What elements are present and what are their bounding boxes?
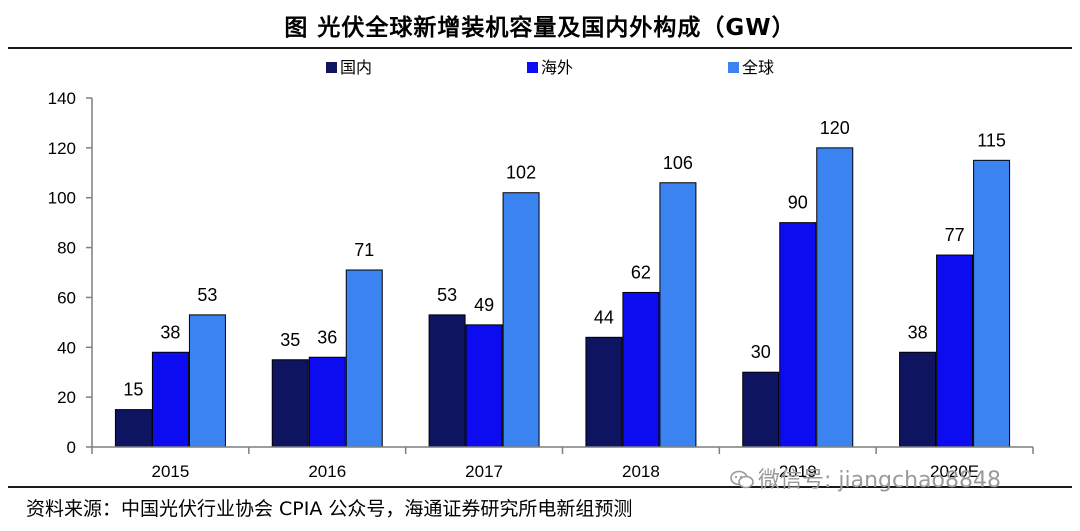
source-divider xyxy=(8,486,1072,488)
bar-2016-1 xyxy=(308,356,346,448)
y-tick-label: 140 xyxy=(48,89,76,108)
bar-2020E-1 xyxy=(936,254,974,448)
bar-2015-1 xyxy=(151,351,189,448)
x-tick-label-2018: 2018 xyxy=(622,462,660,481)
bar-2016-0 xyxy=(271,359,309,448)
data-label-2020E-1: 77 xyxy=(945,225,965,245)
chart-title: 图 光伏全球新增装机容量及国内外构成（GW） xyxy=(284,15,796,41)
bar-2017-2 xyxy=(502,192,540,448)
x-tick-label-2020E: 2020E xyxy=(930,462,979,481)
watermark-text: 微信号: jiangchao8848 xyxy=(758,468,1001,493)
data-label-2018-0: 44 xyxy=(594,307,614,327)
x-tick-label-2016: 2016 xyxy=(308,462,346,481)
legend-label-1: 海外 xyxy=(541,59,573,77)
legend-label-0: 国内 xyxy=(340,59,372,77)
legend-swatch-2 xyxy=(728,62,739,73)
data-label-2015-1: 38 xyxy=(160,322,180,342)
bar-2015-0 xyxy=(114,409,152,448)
y-axis: 0 20 40 60 80 100 120 140 xyxy=(48,89,93,457)
data-label-2016-1: 36 xyxy=(317,327,337,347)
data-label-2017-2: 102 xyxy=(506,163,536,183)
legend-swatch-0 xyxy=(326,62,337,73)
data-label-2016-0: 35 xyxy=(280,330,300,350)
data-label-2020E-2: 115 xyxy=(977,130,1006,150)
source-note: 资料来源：中国光伏行业协会 CPIA 公众号，海通证券研究所电新组预测 xyxy=(26,498,633,520)
data-label-2019-0: 30 xyxy=(751,342,771,362)
data-label-2017-0: 53 xyxy=(437,285,457,305)
data-label-2015-0: 15 xyxy=(123,380,143,400)
bar-2017-0 xyxy=(428,314,466,448)
y-tick-label: 0 xyxy=(67,438,76,457)
data-label-2017-1: 49 xyxy=(474,295,494,315)
x-tick-label-2015: 2015 xyxy=(152,462,190,481)
bar-2019-1 xyxy=(779,222,817,448)
bar-2018-0 xyxy=(585,336,623,448)
bar-2018-1 xyxy=(622,291,660,448)
legend: 国内 海外 全球 xyxy=(326,59,774,77)
bar-2020E-2 xyxy=(973,159,1011,448)
bar-2017-1 xyxy=(465,324,503,448)
y-tick-label: 40 xyxy=(57,338,76,357)
x-axis: 2015 2016 2017 2018 2019 2020E xyxy=(91,446,1034,481)
x-tick-label-2019: 2019 xyxy=(779,462,817,481)
data-label-2018-1: 62 xyxy=(631,262,651,282)
data-labels-group: 15 38 53 35 36 71 53 49 102 44 62 106 30 90 120 38 77 115 xyxy=(123,118,1006,400)
bars-group xyxy=(114,147,1011,448)
y-tick-label: 80 xyxy=(57,239,76,258)
title-divider xyxy=(8,47,1072,49)
wechat-icon xyxy=(730,470,754,489)
bar-chart: 国内 海外 全球 0 20 40 60 80 100 120 140 15 38 53 35 36 71 53… xyxy=(48,59,1034,481)
y-tick-label: 100 xyxy=(48,189,76,208)
y-tick-label: 20 xyxy=(57,388,76,407)
y-tick-label: 60 xyxy=(57,288,76,307)
data-label-2016-2: 71 xyxy=(354,240,374,260)
legend-swatch-1 xyxy=(527,62,538,73)
bar-2015-2 xyxy=(188,314,226,448)
y-tick-label: 120 xyxy=(48,139,76,158)
bar-2019-0 xyxy=(742,371,780,448)
watermark: 微信号: jiangchao8848 xyxy=(730,462,1001,494)
data-label-2020E-0: 38 xyxy=(908,322,928,342)
bar-2019-2 xyxy=(816,147,854,448)
bar-2016-2 xyxy=(345,269,383,448)
data-label-2015-2: 53 xyxy=(197,285,217,305)
data-label-2018-2: 106 xyxy=(663,153,693,173)
data-label-2019-2: 120 xyxy=(820,118,850,138)
bar-2020E-0 xyxy=(899,351,937,448)
x-tick-label-2017: 2017 xyxy=(465,462,503,481)
legend-label-2: 全球 xyxy=(742,59,774,77)
data-label-2019-1: 90 xyxy=(788,193,808,213)
bar-2018-2 xyxy=(659,182,697,448)
